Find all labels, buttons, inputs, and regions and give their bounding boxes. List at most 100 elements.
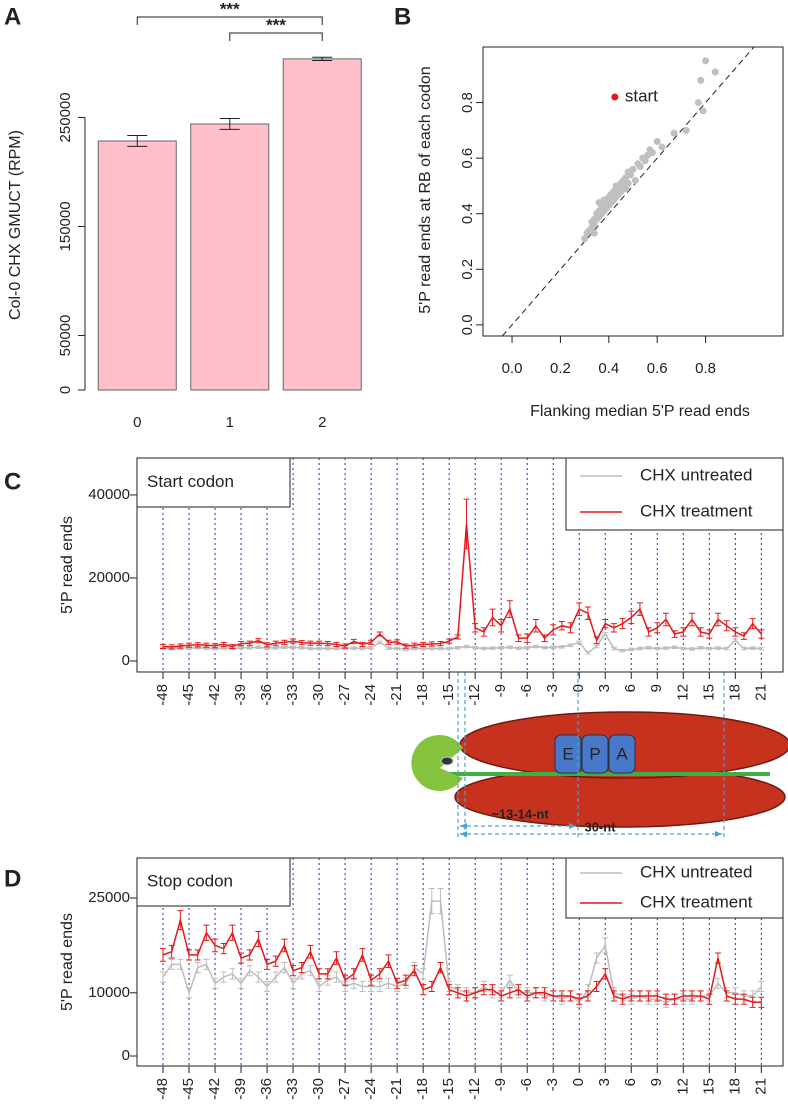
- error-bar: [312, 56, 333, 62]
- x-tick-label: -12: [466, 1078, 483, 1100]
- y-tick-label: 0.6: [459, 148, 476, 169]
- x-tick-label: -21: [388, 684, 405, 706]
- x-tick-label: -24: [362, 1078, 379, 1100]
- x-tick-label: 21: [752, 684, 769, 701]
- x-tick-label: -24: [362, 684, 379, 706]
- y-axis-label: 5'P read ends at RB of each codon: [417, 66, 434, 313]
- legend-label: CHX treatment: [640, 892, 753, 911]
- x-tick-label: -30: [310, 1078, 327, 1100]
- x-tick-label: 0: [570, 1078, 587, 1086]
- x-tick-label: 0.8: [695, 360, 716, 377]
- x-tick-label: -36: [258, 1078, 275, 1100]
- y-tick-label: 150000: [57, 201, 74, 251]
- point: [627, 171, 635, 179]
- x-tick-label: 6: [622, 1078, 639, 1086]
- x-tick-label: 15: [700, 684, 717, 701]
- x-tick-label: 0.6: [647, 360, 668, 377]
- annotation-box: [136, 857, 291, 907]
- y-tick-label: 0.4: [459, 203, 476, 224]
- point: [590, 229, 598, 237]
- panel-label: A: [4, 3, 21, 30]
- x-tick-label: -3: [544, 1078, 561, 1091]
- point: [670, 129, 678, 137]
- a-site: [608, 734, 636, 774]
- x-tick-label: -39: [232, 1078, 249, 1100]
- x-tick-label: -45: [180, 1078, 197, 1100]
- x-tick-label: 0: [570, 684, 587, 692]
- x-tick-label: 12: [674, 1078, 691, 1095]
- x-tick-label: 12: [674, 684, 691, 701]
- x-tick-label: -33: [284, 1078, 301, 1100]
- x-tick-label: -45: [180, 684, 197, 706]
- p-site: [581, 734, 609, 774]
- x-tick-label: -48: [154, 1078, 171, 1100]
- point: [611, 93, 619, 101]
- x-tick-label: -15: [440, 1078, 457, 1100]
- x-tick-label: 21: [752, 1078, 769, 1095]
- series-line: [162, 523, 762, 648]
- plot-box: [136, 457, 784, 673]
- span-label: ~13-14-nt: [491, 806, 549, 821]
- x-tick-label: -18: [414, 684, 431, 706]
- x-tick-label: -27: [336, 1078, 353, 1100]
- significance-bracket: [229, 32, 323, 41]
- bar: [190, 123, 270, 391]
- significance-bracket: [136, 16, 323, 25]
- error-bar: [127, 135, 148, 147]
- bar: [97, 140, 177, 391]
- x-tick-label: -6: [518, 684, 535, 697]
- x-tick-label: 1: [226, 414, 234, 431]
- x-tick-label: 0.4: [598, 360, 619, 377]
- x-tick-label: -42: [206, 684, 223, 706]
- x-tick-label: 15: [700, 1078, 717, 1095]
- point: [711, 68, 719, 76]
- x-tick-label: 3: [596, 1078, 613, 1086]
- y-tick-label: 0: [57, 386, 74, 394]
- x-tick-label: 0.0: [502, 360, 523, 377]
- error-bar: [219, 118, 240, 130]
- x-tick-label: 0.2: [550, 360, 571, 377]
- plot-box: [136, 857, 784, 1067]
- point: [590, 221, 598, 229]
- identity-line: [501, 46, 755, 337]
- x-tick-label: 3: [596, 684, 613, 692]
- panel-label: B: [394, 3, 411, 30]
- x-axis-label: Flanking median 5'P read ends: [530, 403, 750, 420]
- point: [636, 162, 644, 170]
- legend: [565, 457, 784, 531]
- annotation: Stop codon: [147, 871, 233, 890]
- point: [694, 99, 702, 107]
- series-line: [163, 632, 762, 654]
- site-label: E: [562, 744, 573, 763]
- error-bar: [160, 948, 167, 962]
- y-tick-label: 0: [122, 652, 130, 669]
- y-axis-label: Col-0 CHX GMUCT (RPM): [7, 130, 24, 320]
- point-label: start: [625, 87, 658, 106]
- error-bar: [160, 643, 167, 650]
- x-tick-label: -30: [310, 684, 327, 706]
- point: [622, 185, 630, 193]
- y-tick-label: 250000: [57, 92, 74, 142]
- annotation: Start codon: [147, 472, 234, 491]
- x-tick-label: 6: [622, 684, 639, 692]
- x-tick-label: -3: [544, 684, 561, 697]
- x-tick-label: 18: [726, 1078, 743, 1095]
- y-tick-label: 25000: [88, 889, 130, 906]
- site-label: P: [589, 744, 600, 763]
- x-tick-label: -9: [492, 1078, 509, 1091]
- site-label: A: [616, 744, 628, 763]
- point: [631, 176, 639, 184]
- annotation-box: [136, 457, 291, 508]
- exonuclease: [411, 735, 463, 792]
- point: [581, 235, 589, 243]
- y-axis-label: 5'P read ends: [59, 516, 76, 614]
- x-tick-label: -6: [518, 1078, 535, 1091]
- y-tick-label: 10000: [88, 984, 130, 1001]
- x-tick-label: -12: [466, 684, 483, 706]
- point: [682, 126, 690, 134]
- span-label: 30-nt: [584, 819, 616, 834]
- x-tick-label: 9: [648, 684, 665, 692]
- point: [702, 57, 710, 65]
- x-tick-label: 2: [318, 414, 326, 431]
- exonuclease-eye: [440, 756, 454, 766]
